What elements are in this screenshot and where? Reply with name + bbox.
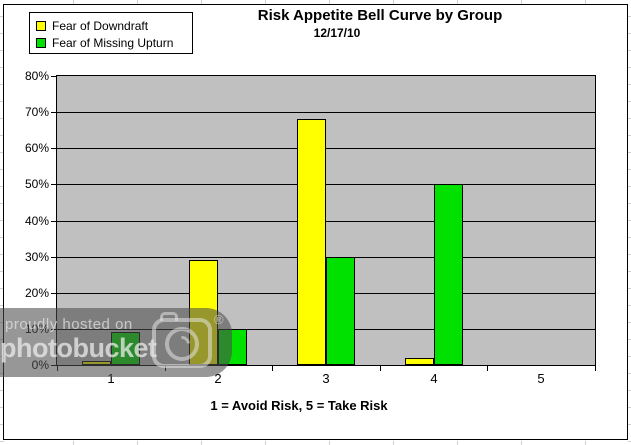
x-axis-label-1: 1: [107, 371, 115, 386]
x-axis-tick: [380, 366, 381, 371]
bar-upturn-group4: [434, 184, 463, 365]
legend-swatch-green-icon: [36, 37, 46, 48]
y-axis-tick: [51, 76, 56, 77]
x-axis-title: 1 = Avoid Risk, 5 = Take Risk: [210, 398, 388, 413]
bar-upturn-group3: [326, 257, 355, 365]
y-axis-tick: [51, 112, 56, 113]
gridline: [57, 221, 595, 222]
gridline: [57, 148, 595, 149]
bar-downdraft-group3: [297, 119, 326, 365]
y-axis-tick: [51, 221, 56, 222]
y-axis-label: 70%: [24, 105, 49, 119]
bar-downdraft-group4: [405, 358, 434, 365]
camera-icon: [152, 312, 212, 368]
legend-label-upturn: Fear of Missing Upturn: [52, 35, 174, 50]
x-axis-tick: [595, 366, 596, 371]
y-axis-label: 60%: [24, 141, 49, 155]
y-axis-label: 40%: [24, 214, 49, 228]
y-axis-label: 20%: [24, 286, 49, 300]
y-axis-label: 50%: [24, 177, 49, 191]
gridline: [57, 112, 595, 113]
x-axis-tick: [272, 366, 273, 371]
registered-trademark-icon: ®: [214, 312, 224, 327]
y-axis-label: 80%: [24, 69, 49, 83]
legend-swatch-yellow-icon: [36, 20, 46, 31]
camera-lens-highlight-icon: [170, 332, 194, 356]
chart-title: Risk Appetite Bell Curve by Group: [257, 7, 503, 24]
photobucket-watermark: proudly hosted on photobucket ®: [0, 308, 232, 377]
x-axis-label-5: 5: [537, 371, 545, 386]
x-axis-tick: [487, 366, 488, 371]
legend-label-downdraft: Fear of Downdraft: [52, 18, 149, 33]
y-axis-label: 30%: [24, 250, 49, 264]
legend-item-upturn: Fear of Missing Upturn: [36, 34, 192, 51]
watermark-tagline: proudly hosted on: [5, 316, 133, 333]
x-axis-label-4: 4: [430, 371, 438, 386]
legend: Fear of Downdraft Fear of Missing Upturn: [29, 12, 193, 54]
y-axis-tick: [51, 148, 56, 149]
watermark-brand: photobucket: [0, 333, 157, 363]
x-axis-label-3: 3: [322, 371, 330, 386]
y-axis-tick: [51, 293, 56, 294]
x-axis-label-2: 2: [214, 371, 222, 386]
legend-item-downdraft: Fear of Downdraft: [36, 17, 192, 34]
y-axis-tick: [51, 257, 56, 258]
gridline: [57, 184, 595, 185]
spreadsheet-gridlines-bottom: [0, 441, 631, 445]
camera-lens-icon: [165, 327, 199, 361]
chart-subtitle: 12/17/10: [313, 26, 361, 40]
y-axis-tick: [51, 184, 56, 185]
camera-viewfinder-icon: [160, 312, 178, 321]
